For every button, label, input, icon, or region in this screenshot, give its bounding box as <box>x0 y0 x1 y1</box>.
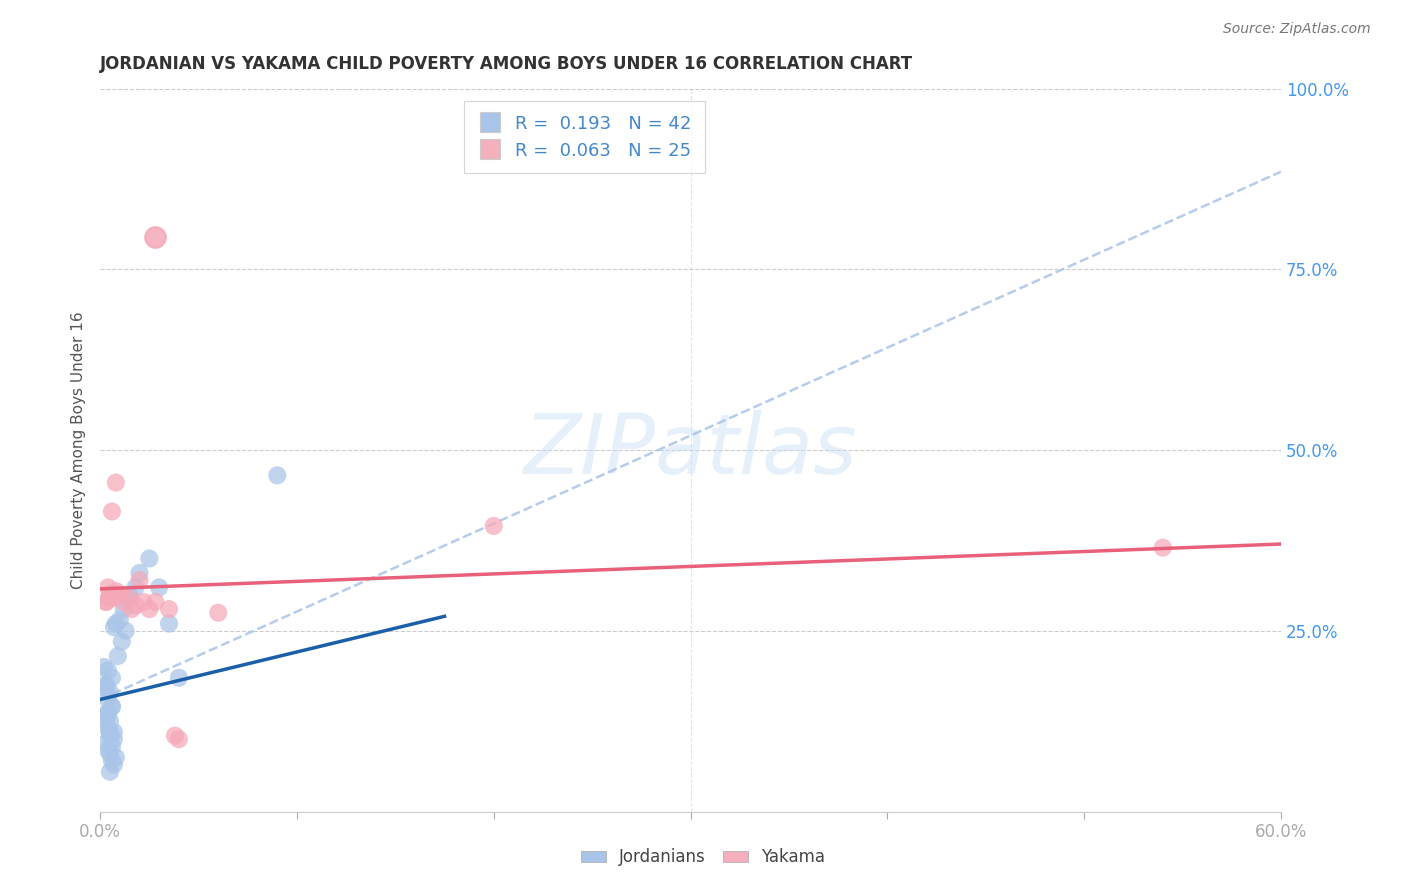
Point <box>167 671 190 685</box>
Point <box>101 699 124 714</box>
Point <box>104 750 127 764</box>
Point <box>132 595 155 609</box>
Point <box>101 671 124 685</box>
Point <box>118 591 141 606</box>
Point <box>111 634 134 648</box>
Point <box>108 613 131 627</box>
Legend: Jordanians, Yakama: Jordanians, Yakama <box>574 842 832 873</box>
Y-axis label: Child Poverty Among Boys Under 16: Child Poverty Among Boys Under 16 <box>72 311 86 589</box>
Point <box>98 685 121 699</box>
Point <box>98 588 121 602</box>
Point <box>101 591 124 606</box>
Point <box>97 692 120 706</box>
Point <box>107 649 129 664</box>
Point <box>98 725 121 739</box>
Point <box>121 602 143 616</box>
Point <box>157 602 180 616</box>
Point <box>167 732 190 747</box>
Point <box>124 581 146 595</box>
Point <box>97 743 120 757</box>
Legend: R =  0.193   N = 42, R =  0.063   N = 25: R = 0.193 N = 42, R = 0.063 N = 25 <box>464 101 704 173</box>
Point <box>94 678 117 692</box>
Point <box>94 595 117 609</box>
Point <box>112 602 135 616</box>
Point <box>97 706 120 721</box>
Point <box>157 616 180 631</box>
Point <box>98 764 121 779</box>
Point <box>94 595 117 609</box>
Point <box>97 664 120 678</box>
Point <box>101 739 124 754</box>
Point <box>163 729 186 743</box>
Point <box>104 584 127 599</box>
Point <box>97 722 120 736</box>
Point <box>103 732 125 747</box>
Point <box>104 616 127 631</box>
Point <box>93 660 115 674</box>
Point <box>107 588 129 602</box>
Point <box>482 519 505 533</box>
Point <box>112 595 135 609</box>
Point <box>128 566 150 580</box>
Point <box>94 706 117 721</box>
Point <box>138 602 160 616</box>
Point <box>1152 541 1174 555</box>
Point <box>124 599 146 613</box>
Point <box>114 624 136 638</box>
Point <box>101 504 124 518</box>
Point <box>94 714 117 728</box>
Point <box>108 588 131 602</box>
Point <box>98 591 121 606</box>
Text: JORDANIAN VS YAKAMA CHILD POVERTY AMONG BOYS UNDER 16 CORRELATION CHART: JORDANIAN VS YAKAMA CHILD POVERTY AMONG … <box>100 55 914 73</box>
Point <box>207 606 229 620</box>
Point <box>104 475 127 490</box>
Point <box>94 736 117 750</box>
Point <box>138 551 160 566</box>
Point <box>98 714 121 728</box>
Point <box>266 468 288 483</box>
Point <box>101 754 124 768</box>
Point <box>98 747 121 761</box>
Point <box>128 573 150 587</box>
Text: ZIPatlas: ZIPatlas <box>523 409 858 491</box>
Point <box>148 581 170 595</box>
Text: Source: ZipAtlas.com: Source: ZipAtlas.com <box>1223 22 1371 37</box>
Point <box>103 757 125 772</box>
Point <box>94 681 117 696</box>
Point <box>143 595 166 609</box>
Point <box>103 620 125 634</box>
Point <box>143 229 166 244</box>
Point <box>118 588 141 602</box>
Point <box>94 678 117 692</box>
Point <box>97 581 120 595</box>
Point <box>98 729 121 743</box>
Point <box>103 725 125 739</box>
Point <box>101 699 124 714</box>
